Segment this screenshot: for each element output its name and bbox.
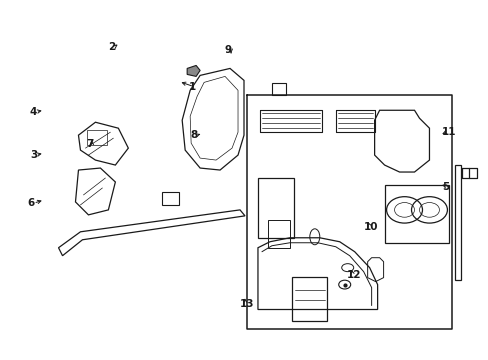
Bar [291, 276, 326, 321]
Bar [258, 178, 293, 238]
Text: 9: 9 [224, 45, 232, 55]
Text: 11: 11 [441, 127, 456, 136]
Text: 7: 7 [86, 139, 93, 149]
Text: 1: 1 [188, 82, 195, 92]
Bar [271, 84, 285, 95]
Bar [454, 165, 461, 280]
Bar [384, 185, 448, 243]
Text: 3: 3 [30, 150, 37, 160]
Text: 6: 6 [27, 198, 35, 208]
Text: 2: 2 [108, 42, 115, 52]
Text: 5: 5 [441, 182, 448, 192]
Bar [267, 220, 289, 248]
Text: 12: 12 [346, 270, 361, 280]
Polygon shape [187, 66, 200, 76]
Text: 4: 4 [30, 107, 37, 117]
Bar [162, 192, 179, 205]
Text: 13: 13 [239, 299, 254, 309]
Bar [87, 130, 107, 145]
Text: 8: 8 [190, 130, 198, 140]
Text: 10: 10 [363, 222, 378, 231]
